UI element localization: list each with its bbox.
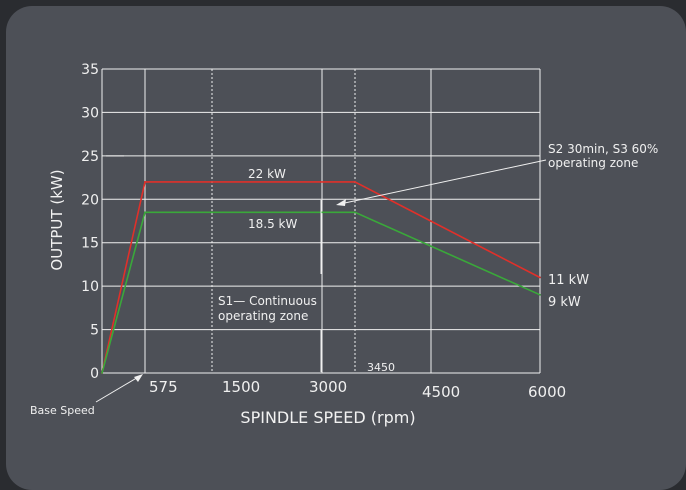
s2-zone-line2: operating zone (548, 156, 638, 170)
series-line-s1 (101, 211, 541, 374)
series-lines (101, 181, 541, 374)
y-tick-label: 35 (81, 62, 99, 78)
data-point (354, 181, 356, 183)
data-point (101, 372, 103, 374)
s1-zone-line2: operating zone (218, 309, 308, 323)
x-tick-label: 4500 (422, 383, 460, 401)
data-point (144, 211, 146, 214)
data-point (144, 181, 146, 183)
s2-pointer-arrow (336, 199, 346, 206)
x-tick-label: 3000 (309, 378, 347, 396)
y-tick-label: 10 (81, 279, 99, 295)
x-tick-label: 1500 (222, 378, 260, 396)
data-point (539, 276, 541, 279)
y-tick-label: 25 (81, 149, 99, 165)
series-line-s2-s3 (101, 181, 541, 374)
base-speed-label: Base Speed (30, 404, 95, 417)
label-9kw: 9 kW (548, 295, 581, 310)
data-point (354, 211, 356, 214)
x-axis-label: SPINDLE SPEED (rpm) (240, 408, 415, 427)
y-axis-label: OUTPUT (kW) (48, 169, 66, 270)
label-18-5kw: 18.5 kW (248, 217, 297, 231)
y-tick-label: 5 (90, 323, 99, 339)
chart-card (6, 6, 686, 490)
base-speed-pointer (95, 375, 141, 403)
x-tick-label: 575 (149, 378, 178, 396)
y-tick-label: 30 (81, 105, 99, 121)
base-speed-arrow (134, 374, 143, 382)
s2-zone-line1: S2 30min, S3 60% (548, 142, 658, 156)
data-point (539, 294, 541, 296)
x-tick-label: 3450 (367, 361, 395, 374)
y-tick-label: 0 (90, 366, 99, 382)
label-22kw: 22 kW (248, 167, 286, 181)
y-tick-label: 20 (81, 192, 99, 208)
label-11kw: 11 kW (548, 273, 589, 288)
tick-labels: 0 5 10 15 20 25 30 35 575 1500 3000 3450 4500 6000 (81, 62, 566, 401)
s2-pointer-line (339, 159, 547, 205)
grid (101, 68, 541, 374)
s1-zone-line1: S1— Continuous (218, 294, 317, 308)
x-tick-label: 6000 (528, 383, 566, 401)
y-tick-label: 15 (81, 236, 99, 252)
